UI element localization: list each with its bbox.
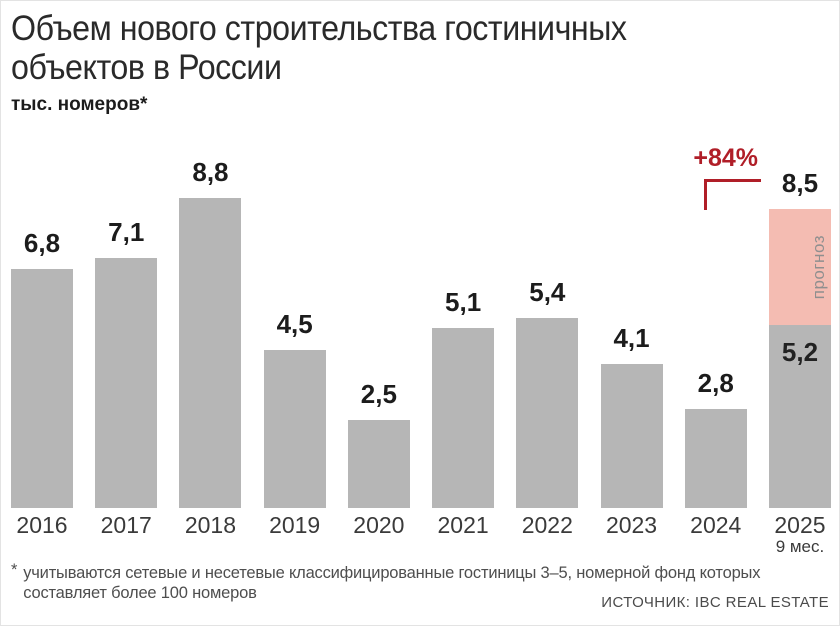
year-label-2021: 2021 bbox=[432, 512, 494, 556]
bar-column-2018: 8,8 bbox=[179, 157, 242, 508]
year-label-2019: 2019 bbox=[264, 512, 326, 556]
bar-2016 bbox=[11, 269, 73, 508]
footnote-line2: составляет более 100 номеров bbox=[23, 584, 257, 602]
year-label-2017: 2017 bbox=[95, 512, 157, 556]
bar-value-label-2019: 4,5 bbox=[276, 309, 313, 339]
bar-value-label-2021: 5,1 bbox=[445, 287, 482, 317]
x-axis-labels: 2016 2017 2018 2019 2020 2021 2022 2023 2024 2025… bbox=[11, 512, 831, 556]
year-label-2023: 2023 bbox=[601, 512, 663, 556]
year-label-2016: 2016 bbox=[11, 512, 73, 556]
year-label-2018: 2018 bbox=[179, 512, 241, 556]
year-period-note: 9 мес. bbox=[775, 537, 825, 556]
bar-column-2025: 8,5 прогноз 5,2 bbox=[768, 159, 831, 508]
year-text-2021: 2021 bbox=[437, 512, 489, 538]
bar-column-2019: 4,5 bbox=[263, 159, 326, 508]
year-label-2024: 2024 bbox=[685, 512, 747, 556]
bar-column-2016: 6,8 bbox=[11, 159, 73, 508]
year-text-2018: 2018 bbox=[184, 512, 237, 538]
growth-annotation: +84% bbox=[618, 144, 761, 210]
year-text-2020: 2020 bbox=[353, 512, 405, 538]
year-text-2025: 2025 bbox=[774, 512, 826, 538]
footnote-marker: * bbox=[11, 561, 18, 579]
bar-value-label-2018: 8,8 bbox=[192, 157, 229, 187]
bar-column-2017: 7,1 bbox=[95, 159, 158, 508]
year-text-2017: 2017 bbox=[100, 512, 152, 538]
bar-value-label-2016: 6,8 bbox=[23, 228, 61, 258]
year-text-2023: 2023 bbox=[605, 512, 658, 538]
bar-column-2021: 5,1 bbox=[432, 159, 495, 508]
total-value-label-2025: 8,5 bbox=[781, 168, 819, 198]
bar-value-label-2023: 4,1 bbox=[613, 323, 650, 353]
actual-value-label: 5,2 bbox=[781, 337, 819, 367]
bar-2022 bbox=[516, 318, 579, 508]
bar-2021 bbox=[432, 328, 495, 508]
growth-annotation-text: +84% bbox=[693, 144, 758, 172]
footnote-text: учитываются сетевые и несетевые классифи… bbox=[23, 563, 760, 603]
bar-column-2023: 4,1 bbox=[600, 159, 663, 508]
bar-value-label-2022: 5,4 bbox=[529, 277, 566, 307]
bar-column-2024: 2,8 bbox=[684, 159, 747, 508]
year-text-2016: 2016 bbox=[16, 512, 68, 538]
bar-value-label-2020: 2,5 bbox=[360, 379, 397, 409]
bar-2019 bbox=[263, 350, 326, 508]
chart-title-line2: объектов в России bbox=[11, 48, 282, 87]
footnote: * учитываются сетевые и несетевые класси… bbox=[11, 561, 821, 603]
bar-value-label-2024: 2,8 bbox=[697, 368, 734, 398]
bar-value-label-2017: 7,1 bbox=[108, 217, 145, 247]
chart-unit-label: тыс. номеров* bbox=[11, 94, 148, 115]
year-text-2024: 2024 bbox=[690, 512, 742, 538]
forecast-label-wrap: прогноз bbox=[808, 209, 830, 325]
footnote-line1: учитываются сетевые и несетевые классифи… bbox=[23, 564, 761, 582]
bar-column-2020: 2,5 bbox=[347, 159, 410, 508]
year-label-2025: 2025 9 мес. bbox=[769, 512, 831, 556]
bar-2017 bbox=[95, 258, 158, 508]
chart-header: Объем нового строительства гостиничных об… bbox=[11, 9, 831, 116]
chart-title: Объем нового строительства гостиничных об… bbox=[11, 9, 765, 87]
growth-annotation-bracket bbox=[704, 179, 761, 210]
year-text-2022: 2022 bbox=[521, 512, 573, 538]
actual-segment: 5,2 bbox=[768, 325, 831, 508]
year-label-2020: 2020 bbox=[348, 512, 410, 556]
plot-area: 6,8 7,1 8,8 4,5 2,5 5,1 5,4 4,1 2,8 8,5 прогноз 5,2 bbox=[11, 159, 831, 508]
forecast-label: прогноз bbox=[808, 234, 828, 300]
bar-column-2022: 5,4 bbox=[516, 159, 579, 508]
bar-2023 bbox=[600, 364, 663, 508]
year-label-2022: 2022 bbox=[516, 512, 578, 556]
bar-2018 bbox=[179, 198, 242, 508]
source-credit: ИСТОЧНИК: IBC REAL ESTATE bbox=[601, 594, 829, 611]
bar-2024 bbox=[684, 409, 747, 508]
forecast-segment: прогноз bbox=[768, 209, 831, 325]
year-text-2019: 2019 bbox=[269, 512, 321, 538]
chart-title-line1: Объем нового строительства гостиничных bbox=[11, 9, 627, 48]
bar-2020 bbox=[347, 420, 410, 508]
